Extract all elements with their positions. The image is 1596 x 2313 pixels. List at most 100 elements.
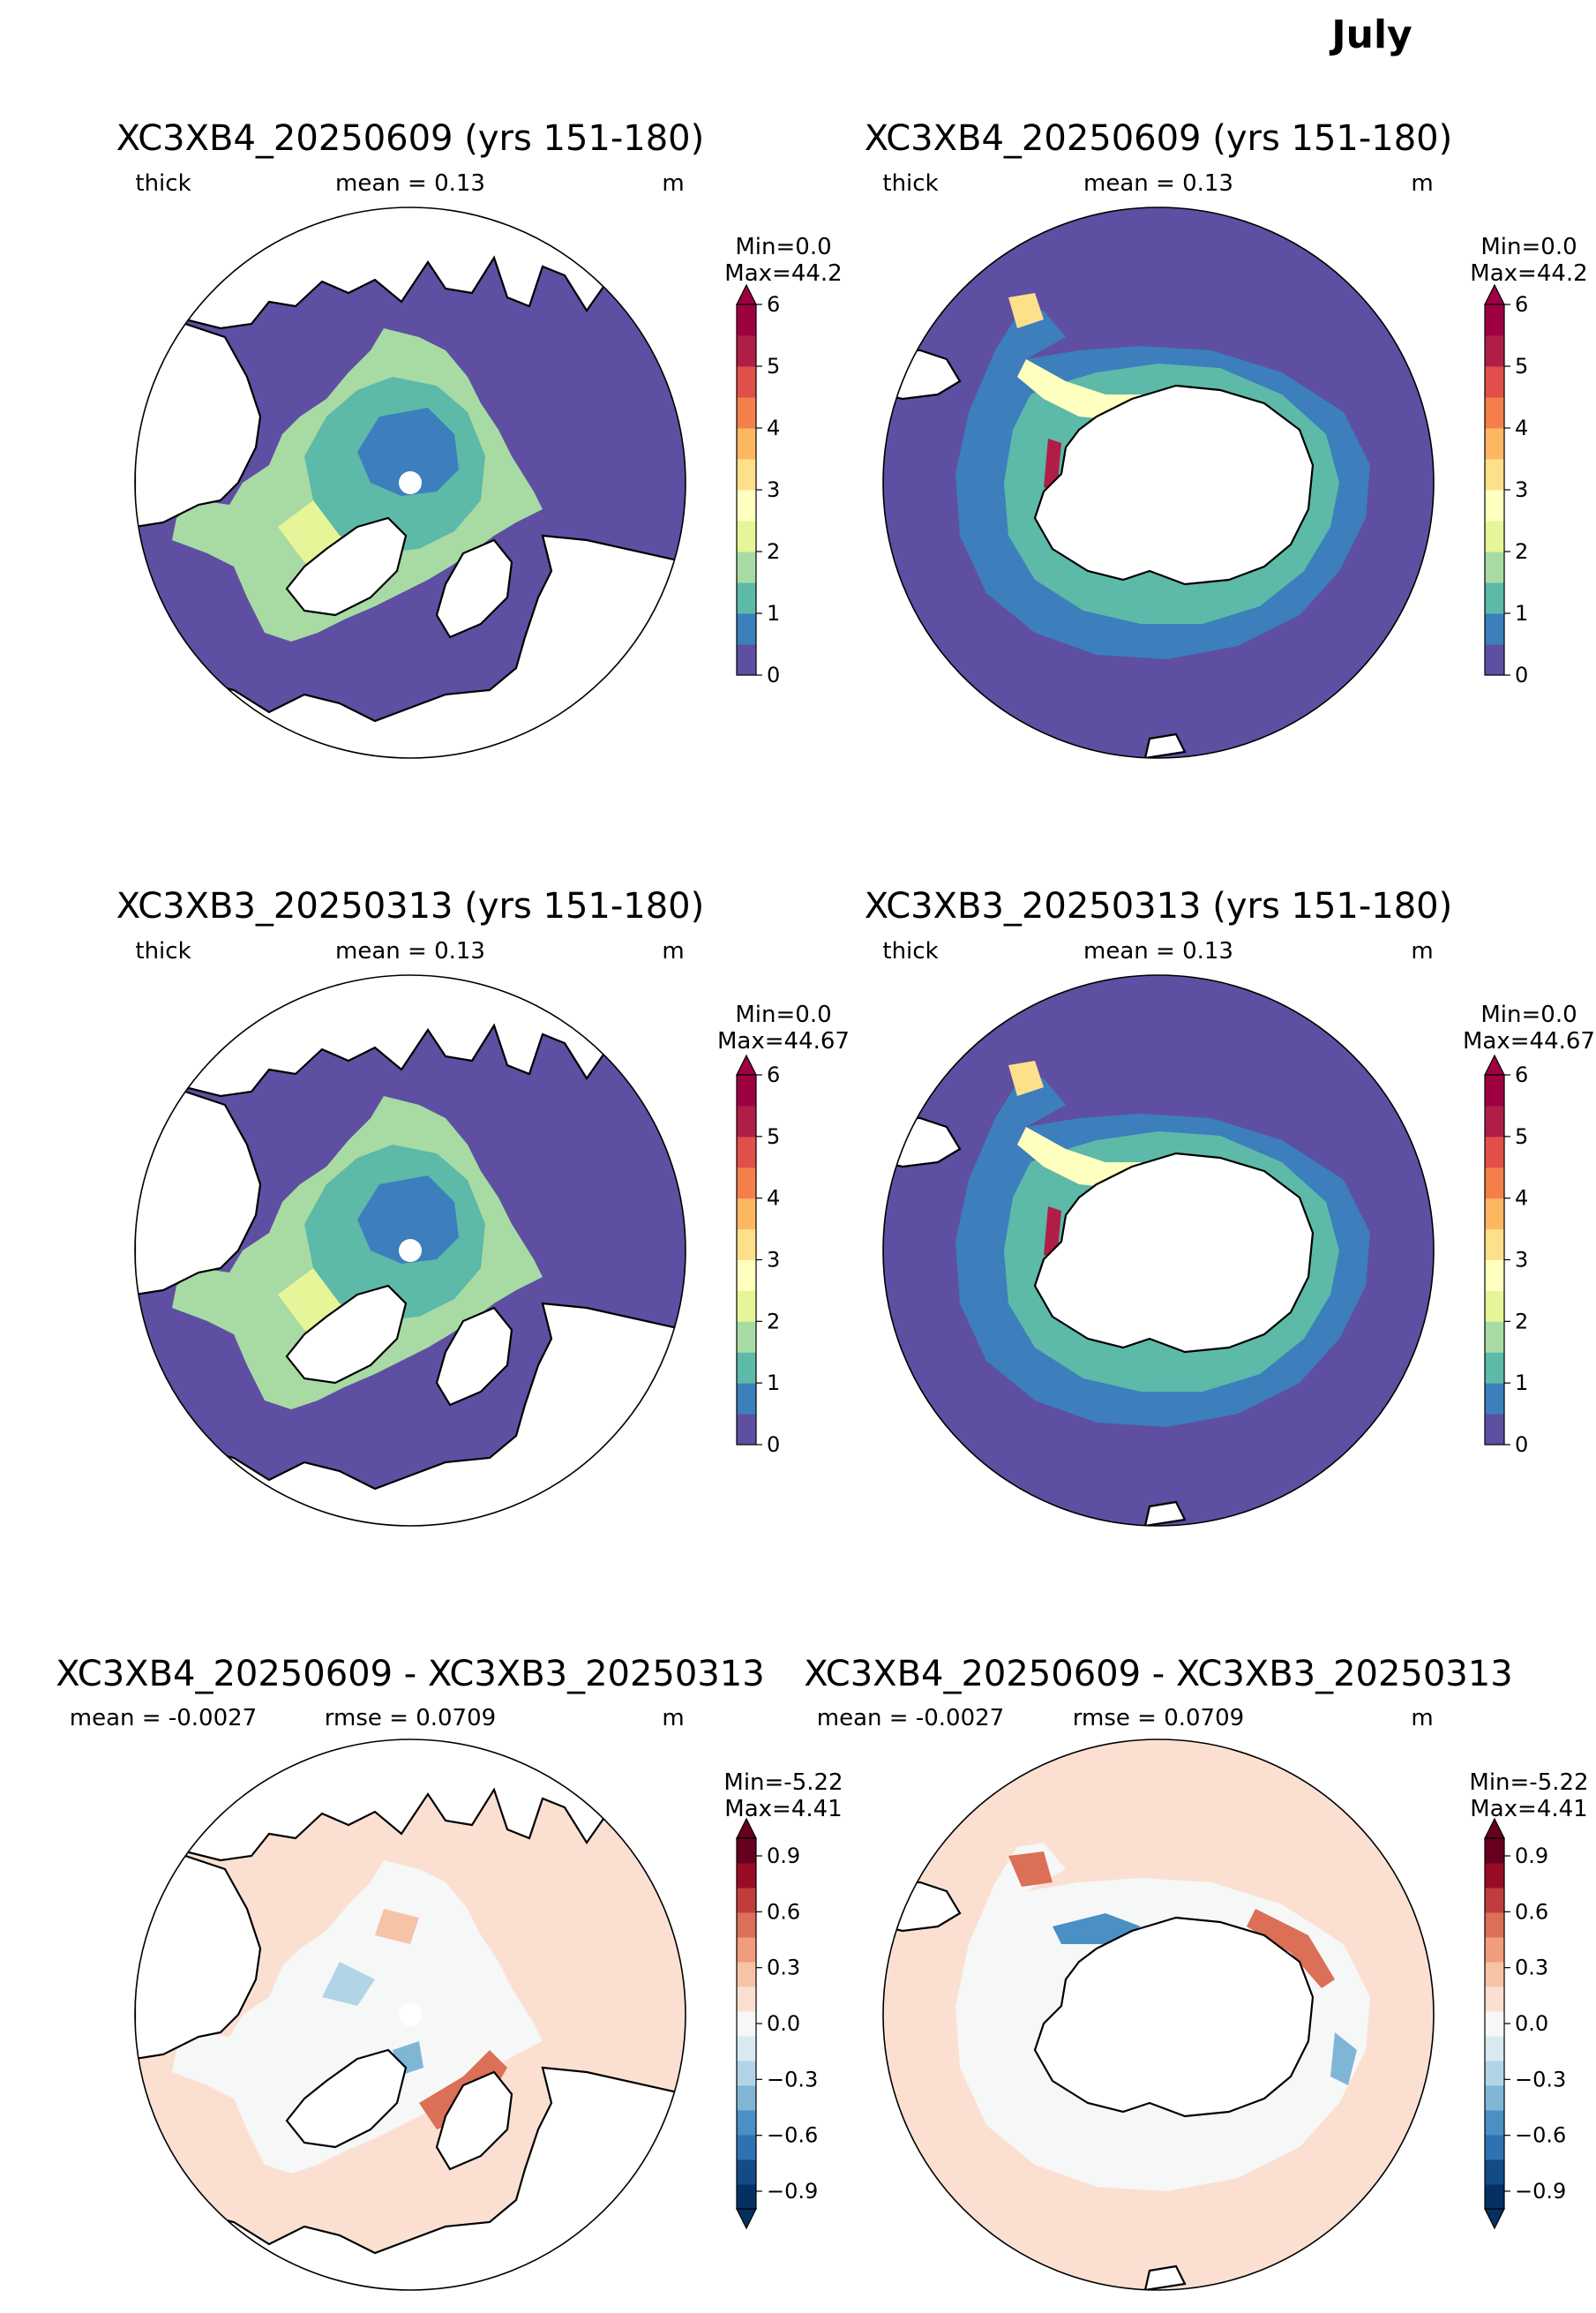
figure-title: July	[1329, 12, 1412, 57]
colorbar-segment	[737, 644, 756, 676]
panel-subtitle-right: m	[1411, 170, 1433, 197]
colorbar-extend-max	[1484, 283, 1505, 305]
colorbar-tick-label: 5	[1515, 1124, 1528, 1149]
colorbar-segment	[737, 1863, 756, 1889]
colorbar-segment	[737, 2011, 756, 2037]
colorbar-segment	[737, 304, 756, 336]
colorbar-segment	[1485, 521, 1504, 552]
colorbar-tick-label: 6	[767, 1063, 780, 1087]
panel-subtitle-center: mean = 0.13	[335, 938, 485, 965]
panel-subtitle-left: thick	[135, 938, 191, 965]
colorbar-segment	[737, 1383, 756, 1415]
colorbar-segment	[1485, 1863, 1504, 1889]
panel-subtitle-center: mean = 0.13	[1083, 170, 1233, 197]
land-antarctica	[1033, 1916, 1315, 2118]
pole-hole	[399, 2003, 422, 2026]
panel-antarctic-2: XC3XB3_20250313 (yrs 151-180) thick mean =…	[865, 886, 1595, 1527]
colorbar-tick-label: 0.6	[767, 1899, 800, 1924]
colorbar-segment	[1485, 1075, 1504, 1107]
panel-subtitle-left: mean = -0.0027	[70, 1705, 257, 1731]
colorbar-tick-label: 6	[767, 292, 780, 317]
colorbar-tick-label: 4	[767, 1186, 780, 1211]
max-label: Max=44.67	[1463, 1028, 1595, 1055]
colorbar-tick-label: 0	[1515, 663, 1528, 687]
colorbar-extend-min	[1484, 2208, 1505, 2230]
colorbar-tick-label: 0.9	[1515, 1844, 1548, 1868]
colorbar-segment	[1485, 1912, 1504, 1938]
min-label: Min=-5.22	[723, 1769, 843, 1796]
colorbar-tick-label: 0.3	[767, 1956, 800, 1980]
colorbar-segment	[1485, 459, 1504, 491]
colorbar-segment	[737, 552, 756, 583]
panel-title: XC3XB4_20250609 (yrs 151-180)	[865, 118, 1452, 159]
colorbar-segment	[1485, 397, 1504, 429]
land-antarctica	[1033, 1152, 1315, 1354]
colorbar-segment	[737, 1321, 756, 1353]
map-frame	[882, 1739, 1435, 2291]
colorbar-tick-label: 4	[1515, 416, 1528, 440]
colorbar-segment	[1485, 2085, 1504, 2111]
colorbar: 0.9 0.6 0.3 0.0 −0.3 −0.6 −0.9	[736, 1817, 818, 2230]
panel-subtitle-right: m	[1411, 938, 1433, 965]
colorbar-segment	[737, 1888, 756, 1913]
colorbar-segment	[1485, 582, 1504, 614]
diff-negative	[322, 1962, 375, 2006]
colorbar-segment	[1485, 1321, 1504, 1353]
colorbar-segment	[737, 366, 756, 398]
colorbar-tick-label: −0.3	[767, 2067, 818, 2091]
map-frame	[134, 207, 686, 759]
colorbar-segment	[737, 490, 756, 522]
min-label: Min=0.0	[735, 1002, 831, 1028]
colorbar-tick-label: −0.9	[1515, 2179, 1566, 2204]
colorbar-tick-label: 6	[1515, 1063, 1528, 1087]
colorbar-segment	[1485, 1136, 1504, 1168]
colorbar-segment	[1485, 1986, 1504, 2012]
colorbar-segment	[1485, 304, 1504, 336]
sea-ice-core	[357, 408, 459, 496]
colorbar-segment	[1485, 2061, 1504, 2086]
colorbar-segment	[737, 2061, 756, 2086]
min-label: Min=0.0	[1480, 1002, 1577, 1028]
colorbar-segment	[737, 1962, 756, 1987]
colorbar-segment	[1485, 428, 1504, 460]
land-fragment	[1143, 732, 1187, 758]
land-canada	[135, 1850, 262, 2061]
colorbar-segment	[1485, 1259, 1504, 1291]
max-label: Max=4.41	[724, 1796, 842, 1822]
panel-subtitle-center: mean = 0.13	[1083, 938, 1233, 965]
colorbar-tick-label: −0.6	[1515, 2123, 1566, 2148]
colorbar: 0 1 2 3 4 5 6	[736, 1054, 780, 1457]
map-area	[135, 1739, 686, 2290]
panel-title: XC3XB3_20250313 (yrs 151-180)	[865, 886, 1452, 927]
panel-arctic-1: XC3XB4_20250609 (yrs 151-180) thick mean =…	[116, 118, 843, 759]
colorbar-tick-label: 1	[767, 1371, 780, 1395]
panel-subtitle-right: m	[1411, 1705, 1433, 1731]
colorbar-tick-label: 0	[1515, 1432, 1528, 1457]
colorbar-tick-label: 0.9	[767, 1844, 800, 1868]
max-label: Max=4.41	[1470, 1796, 1587, 1822]
panel-subtitle-left: mean = -0.0027	[817, 1705, 1004, 1731]
colorbar-segment	[1485, 1352, 1504, 1384]
colorbar-segment	[737, 2110, 756, 2136]
sea-ice-thick-spot	[1008, 293, 1044, 328]
colorbar-tick-label: 2	[1515, 1309, 1528, 1333]
land-greenland	[285, 1284, 408, 1385]
land-canada	[135, 318, 262, 529]
colorbar-segment	[737, 613, 756, 645]
colorbar-segment	[1485, 2011, 1504, 2037]
colorbar-segment	[1485, 490, 1504, 522]
panel-subtitle-right: m	[662, 938, 684, 965]
colorbar-segment	[1485, 2110, 1504, 2136]
colorbar-segment	[1485, 1383, 1504, 1415]
panel-arctic-2: XC3XB3_20250313 (yrs 151-180) thick mean =…	[116, 886, 850, 1527]
panel-subtitle-center: rmse = 0.0709	[1073, 1705, 1244, 1731]
colorbar-segment	[737, 1259, 756, 1291]
diff-negative-strong	[1053, 1913, 1141, 1944]
colorbar-tick-label: 3	[1515, 1248, 1528, 1273]
land-canada	[135, 1085, 262, 1296]
colorbar-tick-label: 1	[1515, 601, 1528, 626]
colorbar-extend-max	[736, 1054, 757, 1076]
colorbar-tick-label: 4	[767, 416, 780, 440]
colorbar-tick-label: 3	[1515, 477, 1528, 502]
